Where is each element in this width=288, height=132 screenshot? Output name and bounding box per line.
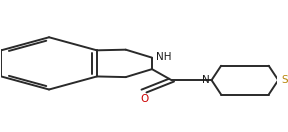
Text: O: O bbox=[140, 94, 148, 104]
Text: NH: NH bbox=[156, 52, 171, 62]
Text: N: N bbox=[202, 75, 210, 85]
Text: S: S bbox=[282, 75, 288, 85]
